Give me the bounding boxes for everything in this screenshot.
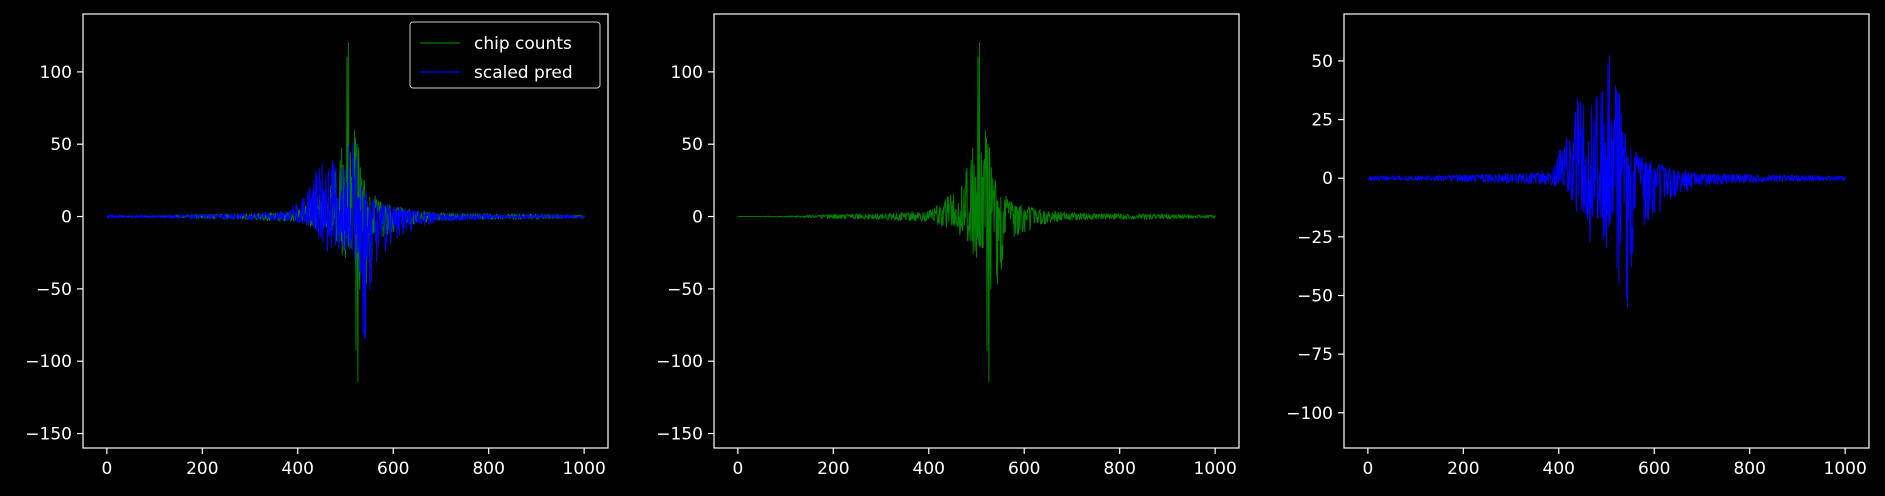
y-tick-label: 25 (1311, 111, 1333, 131)
x-tick-label: 200 (1447, 459, 1479, 479)
y-tick-label: −100 (25, 352, 72, 372)
y-tick-label: −150 (25, 425, 72, 445)
x-tick-label: 800 (1103, 459, 1135, 479)
y-tick-label: 50 (681, 135, 703, 155)
y-tick-label: 0 (692, 208, 703, 228)
y-tick-label: −50 (1297, 287, 1333, 307)
legend-entry-label: chip counts (474, 34, 572, 54)
y-tick-label: 0 (1322, 169, 1333, 189)
x-tick-label: 600 (377, 459, 409, 479)
x-tick-label: 1000 (563, 459, 606, 479)
x-tick-label: 1000 (1824, 459, 1867, 479)
x-tick-label: 200 (186, 459, 218, 479)
y-tick-label: 50 (50, 135, 72, 155)
legend-entry-label: scaled pred (474, 63, 573, 83)
x-tick-label: 600 (1008, 459, 1040, 479)
y-tick-label: −50 (36, 280, 72, 300)
y-tick-label: −50 (667, 280, 703, 300)
y-tick-label: −150 (656, 425, 703, 445)
x-tick-label: 400 (913, 459, 945, 479)
x-tick-label: 600 (1638, 459, 1670, 479)
y-tick-label: 0 (61, 208, 72, 228)
y-tick-label: −25 (1297, 228, 1333, 248)
y-tick-label: 50 (1311, 52, 1333, 72)
x-tick-label: 0 (101, 459, 112, 479)
x-tick-label: 800 (1733, 459, 1765, 479)
y-tick-label: −100 (656, 352, 703, 372)
y-tick-label: −75 (1297, 345, 1333, 365)
y-tick-label: 100 (671, 63, 703, 83)
y-tick-label: −100 (1286, 404, 1333, 424)
x-tick-label: 800 (472, 459, 504, 479)
x-tick-label: 0 (732, 459, 743, 479)
legend: chip counts scaled pred (410, 22, 600, 88)
x-tick-label: 1000 (1194, 459, 1237, 479)
y-tick-label: 100 (40, 63, 72, 83)
x-tick-label: 400 (1543, 459, 1575, 479)
x-tick-label: 0 (1362, 459, 1373, 479)
x-tick-label: 400 (282, 459, 314, 479)
x-tick-label: 200 (817, 459, 849, 479)
